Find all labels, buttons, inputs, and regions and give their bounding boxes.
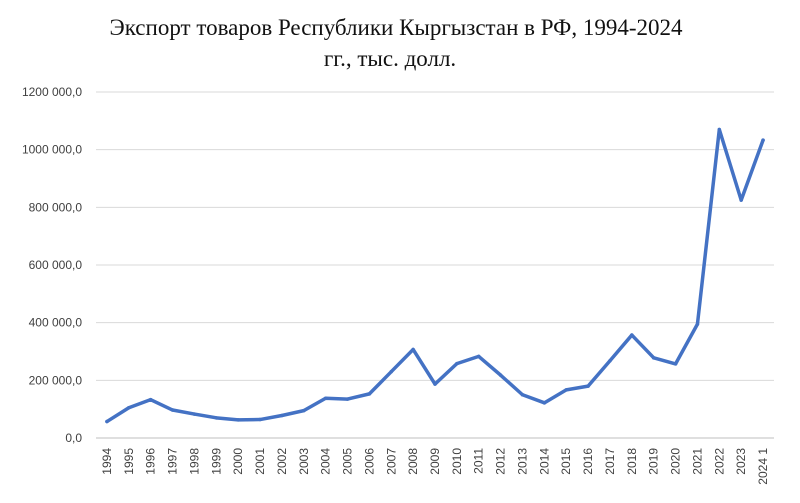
data-point	[236, 418, 240, 422]
series-layer	[105, 127, 765, 424]
data-point	[214, 416, 219, 420]
data-point	[608, 358, 612, 363]
x-tick-label: 2019	[647, 448, 661, 475]
data-point	[148, 397, 153, 402]
x-tick-label: 2016	[581, 448, 595, 475]
data-point	[367, 392, 372, 396]
x-tick-label: 2018	[625, 448, 639, 475]
data-point	[761, 138, 765, 142]
data-point	[739, 198, 743, 202]
x-tick-label: 2020	[669, 448, 683, 475]
data-point	[302, 408, 306, 413]
data-point	[651, 356, 656, 360]
data-point	[476, 354, 481, 359]
x-tick-label: 2023	[734, 448, 748, 475]
series-line	[105, 127, 765, 424]
x-tick-label: 2003	[297, 448, 311, 475]
data-point	[542, 401, 547, 405]
data-point	[411, 347, 415, 352]
data-point	[127, 405, 131, 410]
x-tick-label: 2013	[515, 448, 529, 475]
y-tick-label: 400 000,0	[29, 316, 83, 330]
y-tick-label: 600 000,0	[29, 258, 83, 272]
y-tick-label: 1000 000,0	[22, 143, 82, 157]
x-tick-label: 2021	[690, 448, 704, 475]
data-point	[170, 408, 175, 412]
x-tick-label: 2014	[537, 448, 551, 475]
x-tick-label: 2005	[341, 448, 355, 475]
x-tick-label: 2012	[494, 448, 508, 475]
x-tick-label: 2024 1	[756, 448, 770, 485]
x-axis-labels: 1994 1995 1996 1997 1998 1999 2000 2001 2002 2003…	[100, 448, 770, 485]
x-tick-label: 2004	[319, 448, 333, 475]
y-axis-labels: 0,0 200 000,0 400 000,0 600 000,0 800 000,0 1…	[22, 85, 82, 445]
x-tick-label: 1998	[187, 448, 201, 475]
data-point	[345, 397, 350, 401]
chart-title-line-2: гг., тыс. долл.	[323, 46, 457, 71]
data-point	[520, 393, 525, 397]
x-tick-label: 2007	[384, 448, 398, 475]
data-point	[323, 396, 328, 400]
data-point	[498, 373, 503, 377]
data-point	[280, 413, 284, 418]
data-point	[564, 388, 568, 392]
data-point	[630, 333, 634, 337]
data-point	[433, 382, 437, 386]
x-tick-label: 2010	[450, 448, 464, 475]
data-point	[105, 419, 109, 424]
x-tick-label: 2002	[275, 448, 289, 475]
x-tick-label: 1999	[209, 448, 223, 475]
data-point	[586, 384, 590, 388]
data-point	[717, 127, 722, 132]
y-tick-label: 0,0	[65, 431, 82, 445]
x-tick-label: 1994	[100, 448, 114, 475]
x-tick-label: 2017	[603, 448, 617, 475]
data-point	[455, 361, 459, 366]
chart-title-line-1: Экспорт товаров Республики Кыргызстан в …	[109, 15, 683, 40]
x-tick-label: 2011	[472, 448, 486, 474]
x-tick-label: 2015	[559, 448, 573, 475]
x-tick-label: 2000	[231, 448, 245, 475]
x-tick-label: 2009	[428, 448, 442, 475]
x-tick-label: 2022	[712, 448, 726, 475]
data-point	[258, 417, 262, 422]
data-point	[192, 412, 197, 416]
gridlines	[96, 91, 774, 439]
y-tick-label: 800 000,0	[29, 200, 83, 214]
x-tick-label: 2006	[362, 448, 376, 475]
y-tick-label: 1200 000,0	[22, 85, 82, 99]
x-tick-label: 2008	[406, 448, 420, 475]
data-point	[389, 369, 394, 374]
chart-title: Экспорт товаров Республики Кыргызстан в …	[0, 12, 800, 74]
x-tick-label: 1996	[144, 448, 158, 475]
x-tick-label: 2001	[253, 448, 267, 475]
x-tick-label: 1997	[166, 448, 180, 475]
data-point	[673, 362, 678, 366]
data-point	[695, 322, 700, 326]
x-tick-label: 1995	[122, 448, 136, 475]
y-tick-label: 200 000,0	[29, 373, 83, 387]
